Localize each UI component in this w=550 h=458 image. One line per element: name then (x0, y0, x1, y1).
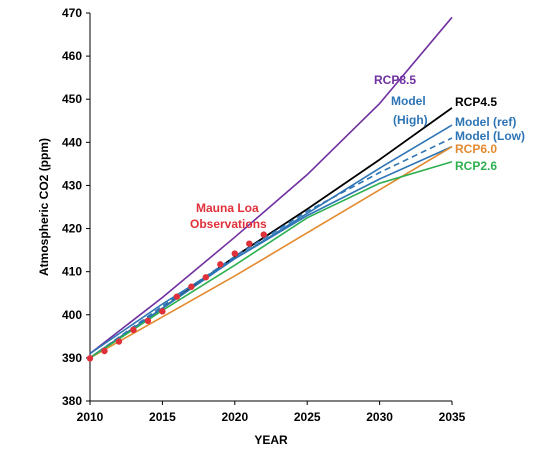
observation-point (260, 231, 267, 238)
series-line-rcp2-6 (89, 160, 453, 359)
y-tick-label: 450 (62, 92, 82, 106)
label-rcp26: RCP2.6 (455, 159, 497, 173)
observation-point (159, 308, 166, 315)
x-tick-label: 2035 (439, 410, 466, 424)
label-model-low: Model (Low) (455, 129, 525, 143)
series-line-model-low (89, 145, 453, 359)
observation-point (173, 293, 181, 300)
y-tick-label: 460 (62, 49, 82, 63)
label-model-ref: Model (ref) (455, 115, 516, 129)
observation-point (130, 326, 137, 334)
label-mauna-loa: Mauna Loa (196, 201, 259, 215)
observation-point (217, 261, 224, 268)
y-tick-label: 470 (62, 6, 82, 20)
axes (89, 13, 452, 402)
y-tick-label: 380 (62, 394, 82, 408)
y-tick-label: 400 (62, 308, 82, 322)
label-rcp60: RCP6.0 (455, 142, 497, 156)
label-observations: Observations (190, 217, 267, 231)
x-tick-label: 2010 (77, 410, 104, 424)
y-axis-title: Atmospheric CO2 (ppm) (37, 138, 51, 276)
label-model-high-line2: (High) (393, 113, 428, 127)
label-rcp45: RCP4.5 (455, 95, 497, 109)
y-tick-label: 410 (62, 265, 82, 279)
series-line-rcp8-5 (89, 16, 453, 355)
observation-point (86, 355, 94, 362)
series-line-model-high (89, 124, 453, 355)
x-tick-label: 2025 (294, 410, 321, 424)
tick-labels: 380 390 400 410 420 430 440 450 460 470 2010 2015 20… (62, 6, 466, 424)
x-tick-label: 2015 (149, 410, 176, 424)
series-line-rcp6-0 (89, 145, 453, 359)
label-rcp85: RCP8.5 (374, 73, 416, 87)
x-tick-label: 2020 (221, 410, 248, 424)
observation-point (246, 240, 253, 247)
observation-point (231, 250, 238, 257)
series-annotations: RCP8.5 Model (High) RCP4.5 Model (ref) M… (190, 73, 525, 231)
y-tick-label: 420 (62, 222, 82, 236)
observation-point (202, 274, 210, 281)
y-tick-label: 440 (62, 135, 82, 149)
observation-point (188, 283, 195, 290)
series-line-model-ref (89, 137, 453, 359)
observation-point (101, 347, 108, 355)
x-tick-label: 2030 (366, 410, 393, 424)
y-tick-label: 430 (62, 178, 82, 192)
label-model-high-line1: Model (391, 94, 426, 108)
observation-point (115, 338, 123, 345)
observation-markers (86, 231, 267, 362)
observation-point (144, 317, 152, 325)
x-axis-title: YEAR (254, 433, 288, 447)
y-tick-label: 390 (62, 351, 82, 365)
series-lines (89, 16, 453, 359)
